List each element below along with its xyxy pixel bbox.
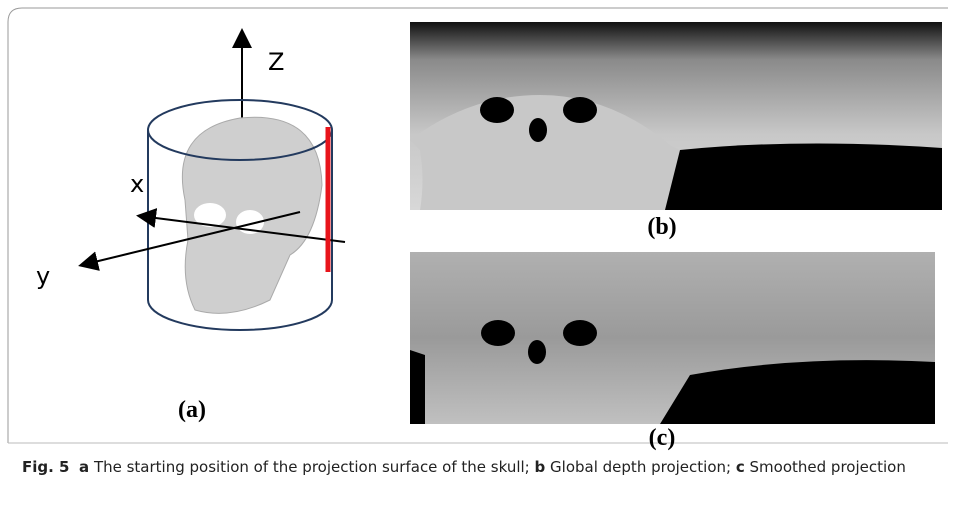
caption-label: Fig. 5 — [22, 458, 69, 476]
caption-text: Smoothed projection — [750, 458, 906, 476]
panel-a-art — [82, 32, 345, 330]
caption-text: Global depth projection; — [550, 458, 731, 476]
panel-label: (b) — [647, 214, 676, 240]
figure: {"figure": { "axes": {"z": "Z", "x": "x"… — [0, 0, 956, 523]
caption-text: The starting position of the projection … — [94, 458, 530, 476]
axis-label-y: y — [36, 262, 50, 290]
caption: Fig. 5 a The starting position of the pr… — [22, 456, 942, 478]
panel-label: (a) — [178, 397, 206, 423]
caption-key: b — [535, 458, 546, 476]
axis-label-x: x — [130, 170, 144, 198]
caption-key: c — [736, 458, 745, 476]
panel-c-image — [410, 252, 935, 424]
panel-label: (c) — [649, 425, 676, 451]
figure-art: Z x y (a) (b) (c) — [0, 0, 956, 523]
panel-b-image — [410, 22, 942, 210]
caption-key: a — [79, 458, 89, 476]
axis-label-z: Z — [268, 48, 284, 76]
